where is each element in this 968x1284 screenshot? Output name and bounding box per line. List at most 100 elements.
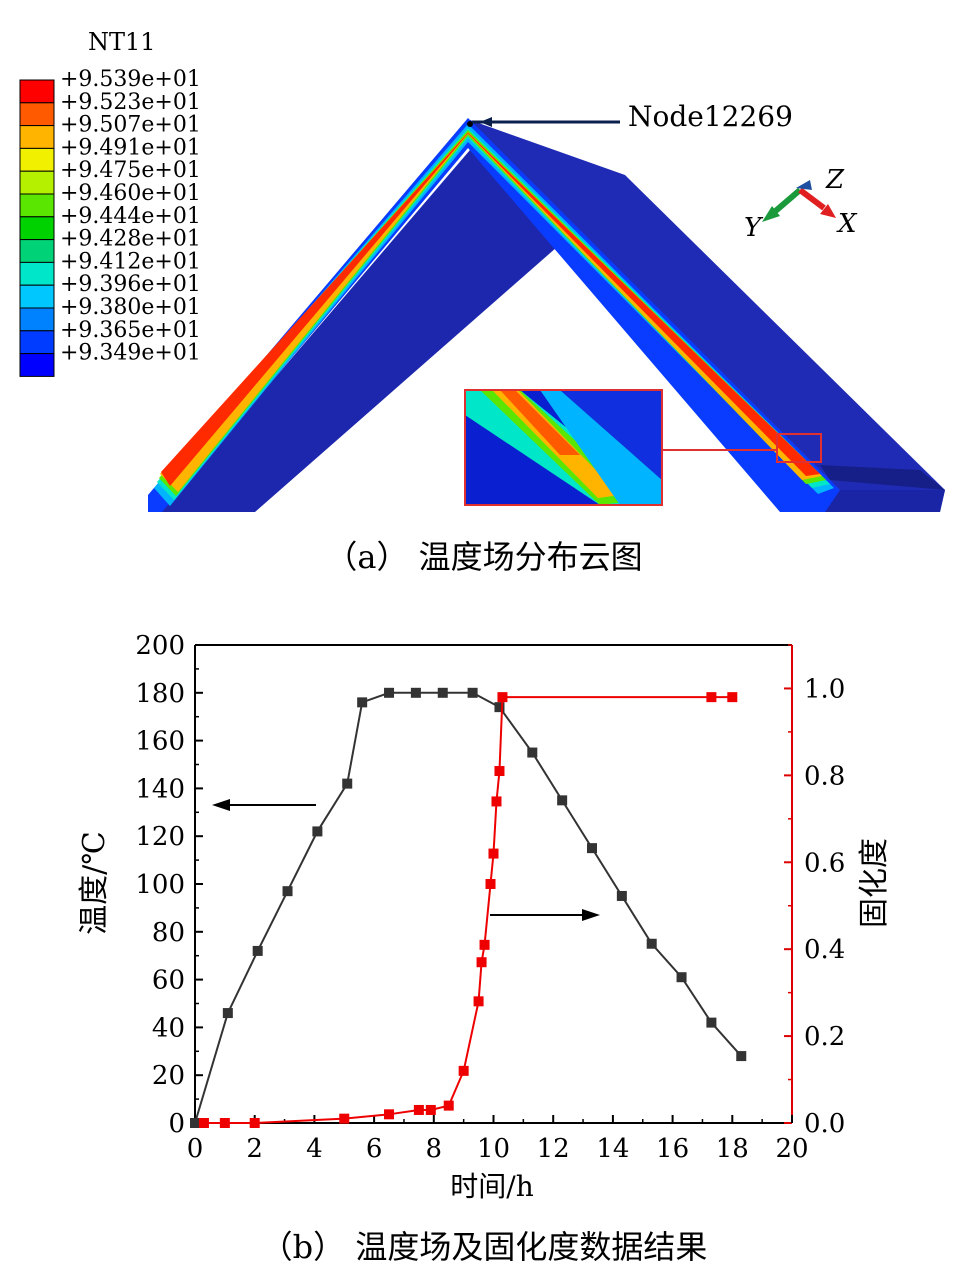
caption-b: （b） 温度场及固化度数据结果	[260, 1228, 708, 1266]
y-tick-label: 140	[135, 774, 185, 804]
series-2-point	[476, 957, 487, 968]
caption-a: （a） 温度场分布云图	[325, 538, 643, 576]
y-tick-label: 180	[135, 679, 185, 709]
y-tick-label: 80	[152, 918, 185, 948]
y-axis-label: 温度/℃	[77, 831, 112, 935]
series-layer	[190, 687, 747, 1128]
series-1-point	[467, 687, 478, 698]
legend-swatch	[19, 216, 55, 241]
legend-value: +9.539e+01	[60, 67, 201, 92]
y2-tick-label: 0.2	[804, 1022, 845, 1052]
legend-value: +9.380e+01	[60, 295, 201, 320]
contour-legend: +9.539e+01+9.523e+01+9.507e+01+9.491e+01…	[19, 67, 201, 377]
left-pointing-arrow	[212, 799, 230, 811]
series-2-point	[727, 692, 738, 703]
y2-tick-label: 0.4	[804, 935, 845, 965]
series-1-point	[706, 1017, 717, 1028]
legend-value: +9.491e+01	[60, 135, 201, 160]
right-axis: 0.0 0.2 0.4 0.6 0.8 1.0	[784, 644, 845, 1139]
series-1-point	[222, 1008, 233, 1019]
series-2-point	[706, 692, 717, 703]
y-tick-label: 60	[152, 966, 185, 996]
series-1-point	[282, 886, 293, 897]
series-1-point	[384, 687, 395, 698]
series-2-point	[497, 692, 508, 703]
node-label: Node12269	[628, 100, 793, 133]
x-tick-label: 10	[477, 1134, 510, 1164]
x-tick-label: 14	[596, 1134, 629, 1164]
legend-value: +9.475e+01	[60, 158, 201, 183]
series-2-point	[488, 848, 499, 859]
series-1-point	[410, 687, 421, 698]
legend-swatch	[19, 170, 55, 195]
legend-swatch	[19, 102, 55, 127]
series-1-point	[342, 778, 353, 789]
legend-title: NT11	[88, 28, 156, 56]
legend-swatch	[19, 193, 55, 218]
series-2-point	[219, 1118, 230, 1128]
x-tick-label: 4	[306, 1134, 323, 1164]
y2-tick-label: 0.0	[804, 1109, 845, 1139]
series-line-1	[194, 691, 743, 1124]
series-2-point	[413, 1104, 424, 1115]
series-2-point	[485, 879, 496, 889]
axis-y-label: Y	[744, 213, 764, 243]
series-2-point	[458, 1065, 469, 1076]
series-2-point	[384, 1109, 395, 1120]
annotations	[212, 799, 600, 921]
axis-x-label: X	[836, 209, 858, 239]
series-2-point	[479, 939, 490, 950]
legend-value: +9.444e+01	[60, 204, 201, 229]
series-1-point	[676, 972, 687, 983]
series-1-point	[616, 890, 627, 901]
y-tick-label: 160	[135, 727, 185, 757]
legend-swatch	[19, 79, 55, 104]
legend-swatch	[19, 147, 55, 172]
y2-tick-label: 0.8	[804, 761, 845, 791]
x-tick-label: 0	[187, 1134, 204, 1164]
y-tick-label: 20	[152, 1061, 185, 1091]
y2-tick-label: 0.6	[804, 848, 845, 878]
legend-swatch	[19, 330, 55, 355]
legend-value: +9.523e+01	[60, 90, 201, 115]
series-1-point	[587, 843, 598, 854]
x-tick-label: 8	[426, 1134, 443, 1164]
axis-triad: Z X Y	[744, 165, 858, 243]
y-tick-label: 100	[135, 870, 185, 900]
legend-value: +9.428e+01	[60, 227, 201, 252]
x-tick-label: 18	[716, 1134, 749, 1164]
series-2-point	[198, 1118, 209, 1128]
series-1-point	[357, 697, 368, 708]
left-axis: 0 20 40 60 80 100 120 140 160 180 200	[135, 631, 203, 1139]
temperature-contour-figure: NT11 +9.539e+01+9.523e+01+9.507e+01+9.49…	[19, 28, 945, 512]
axis-z-label: Z	[825, 165, 845, 195]
series-1-point	[190, 1118, 200, 1128]
legend-value: +9.412e+01	[60, 249, 201, 274]
x-tick-label: 2	[246, 1134, 263, 1164]
legend-swatch	[19, 125, 55, 149]
series-line-2	[203, 696, 733, 1124]
y-tick-label: 200	[135, 631, 185, 661]
x-axis-label: 时间/h	[450, 1170, 533, 1203]
node-marker	[467, 121, 473, 127]
y2-tick-label: 1.0	[804, 674, 845, 704]
series-2-point	[491, 796, 502, 807]
x-axis: 0 2 4 6 8 10 12 14 16 18 20	[187, 1115, 809, 1164]
legend-swatch	[19, 353, 55, 377]
series-1-point	[527, 747, 538, 758]
legend-value: +9.396e+01	[60, 272, 201, 297]
series-2-point	[339, 1113, 350, 1124]
x-tick-label: 16	[656, 1134, 689, 1164]
x-tick-label: 6	[366, 1134, 383, 1164]
series-1-point	[494, 702, 505, 713]
y2-axis-label: 固化度	[857, 838, 892, 928]
series-1-point	[312, 826, 323, 837]
contour-model	[148, 118, 945, 512]
y-tick-label: 40	[152, 1013, 185, 1043]
legend-swatch	[19, 239, 55, 263]
x-tick-label: 12	[537, 1134, 570, 1164]
series-2-point	[425, 1104, 436, 1115]
zoom-inset	[464, 389, 822, 506]
series-2-point	[443, 1100, 454, 1111]
